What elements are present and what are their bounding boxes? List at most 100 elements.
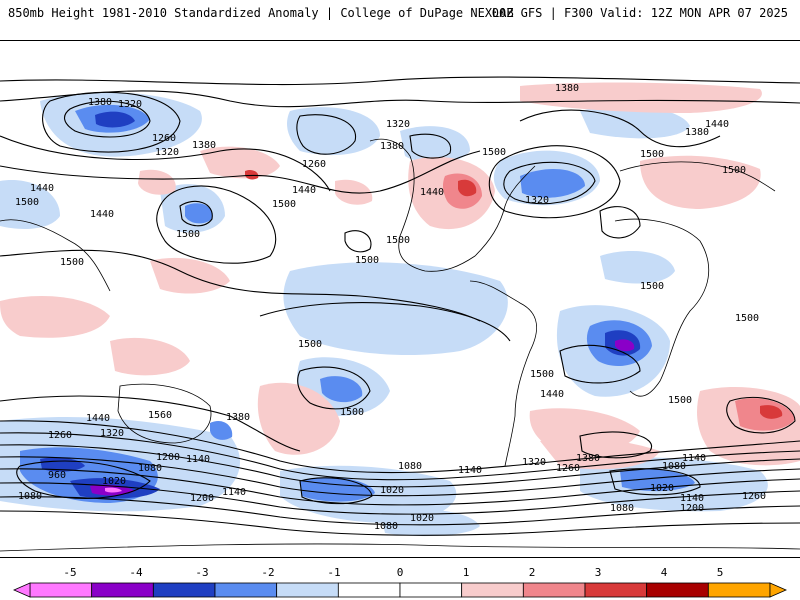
contour-label: 1500	[340, 407, 364, 418]
neg-anomaly-area	[615, 339, 635, 352]
contour-label: 1500	[482, 147, 506, 158]
contour-label: 1380	[555, 83, 579, 94]
contour-label: 1440	[705, 119, 729, 130]
contour-label: 1020	[380, 485, 404, 496]
contour-line	[519, 109, 721, 148]
contour-line	[259, 302, 511, 342]
colorbar-tick-label: 4	[660, 566, 668, 579]
colorbar-min-arrow	[13, 582, 31, 598]
contour-label: 1260	[152, 133, 176, 144]
colorbar-segment	[29, 582, 93, 598]
contour-line	[156, 185, 277, 264]
contour-label: 1380	[226, 412, 250, 423]
contour-label: 1320	[386, 119, 410, 130]
colorbar-segments	[29, 582, 771, 598]
colorbar-tick-label: -2	[261, 566, 275, 579]
contour-line	[0, 468, 800, 506]
contour-label: 1140	[458, 465, 482, 476]
contour-label: 1440	[540, 389, 564, 400]
contour-label: 1500	[722, 165, 746, 176]
contour-label: 1320	[525, 195, 549, 206]
contour-label: 1080	[610, 503, 634, 514]
contour-label: 1020	[410, 513, 434, 524]
contour-line	[299, 477, 373, 505]
coastline-south-america	[469, 280, 537, 467]
neg-anomaly-area	[283, 262, 508, 356]
contour-line	[726, 396, 796, 434]
colorbar-segment	[337, 582, 401, 598]
height-contours	[0, 76, 800, 536]
colorbar-segment	[214, 582, 278, 598]
contour-label: 1260	[302, 159, 326, 170]
neg-anomaly-area	[380, 509, 480, 537]
map-panel: 1380 1320 1260 1320 1380 1440 1500 1440 …	[0, 40, 800, 558]
pos-anomaly-area	[257, 382, 340, 455]
colorbar-segment	[584, 582, 648, 598]
coastline-europe	[619, 161, 776, 192]
contour-line	[296, 114, 357, 155]
contour-line	[42, 91, 181, 153]
contour-line	[503, 161, 596, 205]
coastline-north-america	[369, 138, 536, 272]
colorbar-max-arrow	[769, 582, 787, 598]
pos-anomaly-area	[640, 155, 761, 209]
coastlines	[0, 138, 800, 552]
contour-line	[579, 431, 653, 459]
contour-line	[0, 249, 481, 322]
contour-line	[0, 395, 301, 452]
neg-anomaly-area	[320, 376, 363, 403]
contour-label: 1080	[18, 491, 42, 502]
colorbar-tick-label: 2	[528, 566, 536, 579]
neg-anomaly-area	[580, 106, 690, 139]
contour-label: 1140	[186, 454, 210, 465]
contour-label: 1380	[380, 141, 404, 152]
neg-anomaly-area	[400, 126, 470, 163]
colorbar-tick-label: -3	[195, 566, 209, 579]
contour-label: 1560	[148, 410, 172, 421]
contour-label: 1260	[48, 430, 72, 441]
contour-label: 1140	[222, 487, 246, 498]
colorbar-tick-label: -4	[129, 566, 143, 579]
pos-anomaly-area	[540, 437, 660, 470]
contour-label: 1020	[650, 483, 674, 494]
colorbar-tick-label: 3	[594, 566, 602, 579]
contour-line	[344, 230, 372, 253]
pos-anomaly-area	[200, 146, 280, 179]
contour-labels: 1380 1320 1260 1320 1380 1440 1500 1440 …	[15, 83, 766, 532]
contour-label: 1200	[156, 452, 180, 463]
neg-anomaly-area	[210, 420, 233, 440]
contour-label: 1260	[742, 491, 766, 502]
colorbar-segment	[646, 582, 709, 598]
anomaly-colorbar: -5 -4 -3 -2 -1 0 1 2 3 4 5	[0, 566, 800, 600]
neg-anomaly-area	[185, 203, 213, 224]
colorbar-segment	[522, 582, 586, 598]
contour-label: 1140	[682, 453, 706, 464]
contour-line	[0, 482, 800, 515]
contour-line	[559, 344, 641, 384]
contour-line	[0, 90, 800, 108]
contour-line	[0, 420, 800, 474]
contour-label: 1500	[640, 149, 664, 160]
contour-label: 1500	[668, 395, 692, 406]
coastline-antarctica	[0, 543, 800, 552]
contour-label: 1440	[86, 413, 110, 424]
contour-line	[599, 206, 641, 239]
contour-label: 1380	[88, 97, 112, 108]
contour-line	[609, 468, 701, 496]
colorbar-tick-label: -1	[327, 566, 341, 579]
neg-anomaly-area	[105, 487, 122, 493]
pos-anomaly-area	[0, 296, 110, 338]
colorbar-tick-label: -5	[63, 566, 77, 579]
pos-anomaly-area	[110, 337, 190, 376]
contour-label: 1200	[680, 503, 704, 514]
colorbar-segment	[707, 582, 771, 598]
coastline-africa	[614, 218, 710, 397]
pos-anomaly-area	[335, 179, 373, 205]
contour-label: 1500	[60, 257, 84, 268]
contour-line	[0, 150, 481, 194]
contour-label: 1140	[680, 493, 704, 504]
contour-label: 1080	[138, 463, 162, 474]
anomaly-map: 1380 1320 1260 1320 1380 1440 1500 1440 …	[0, 76, 800, 552]
colorbar-segment	[152, 582, 216, 598]
colorbar-tick-label: 1	[462, 566, 470, 579]
